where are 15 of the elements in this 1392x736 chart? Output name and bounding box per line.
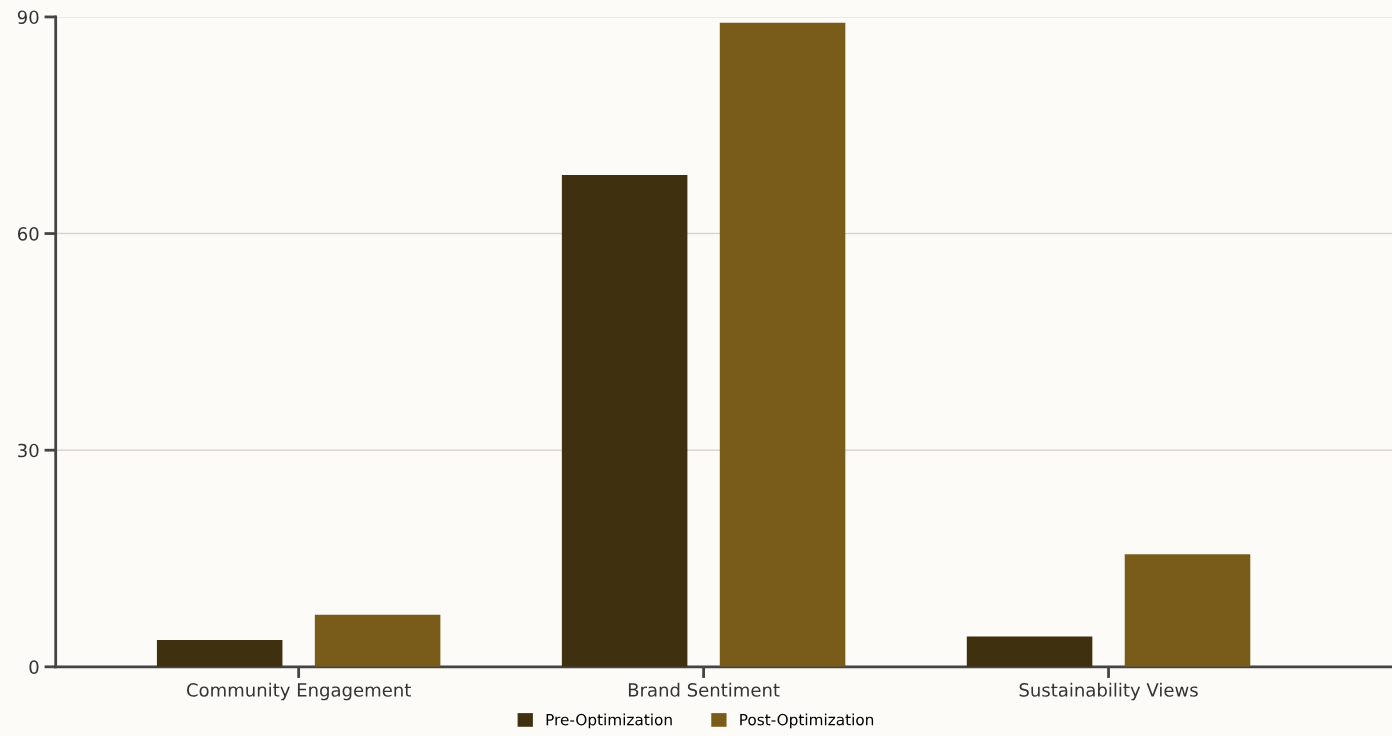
bar	[561, 175, 688, 667]
y-tick-label: 60	[17, 227, 39, 241]
x-tick-label: Community Engagement	[186, 682, 411, 701]
y-tick-label: 30	[18, 443, 39, 458]
bar	[156, 640, 283, 667]
bar	[966, 636, 1093, 667]
y-tick-label: 90	[17, 10, 39, 25]
x-tick-label: Sustainability Views	[1019, 682, 1198, 701]
bar	[1124, 554, 1251, 667]
y-tick-label: 0	[29, 660, 39, 674]
legend-label: Post-Optimization	[740, 713, 874, 729]
x-tick-label: Brand Sentiment	[628, 682, 780, 697]
legend-label: Pre-Optimization	[546, 713, 672, 729]
bar	[719, 22, 846, 667]
bar	[314, 614, 441, 667]
